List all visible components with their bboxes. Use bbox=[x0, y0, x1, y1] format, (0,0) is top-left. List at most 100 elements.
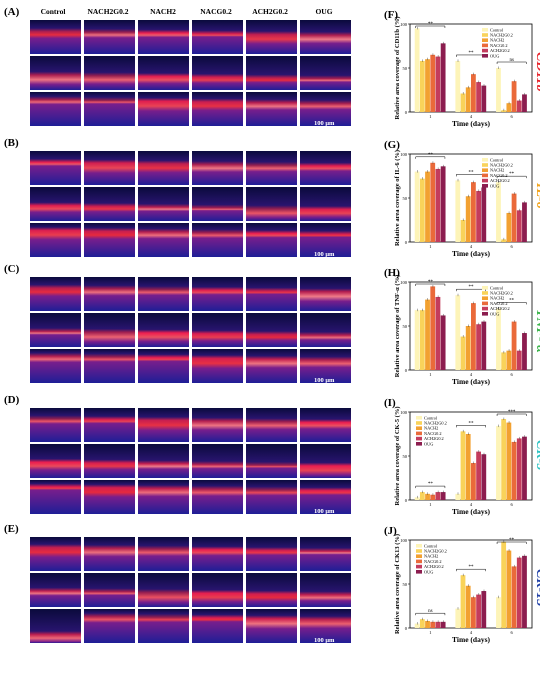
micrograph bbox=[192, 349, 243, 383]
sig-label: ** bbox=[428, 153, 434, 158]
x-tick-label: 1 bbox=[429, 244, 431, 249]
micrograph bbox=[192, 537, 243, 571]
legend-swatch bbox=[416, 544, 422, 548]
bar bbox=[440, 492, 446, 500]
scale-bar bbox=[338, 518, 352, 520]
scale-bar-label: 100 μm bbox=[314, 251, 335, 258]
bar bbox=[516, 100, 522, 112]
chart-label: (H) bbox=[384, 267, 400, 279]
micrograph bbox=[138, 277, 189, 311]
legend-entry: Control bbox=[424, 415, 438, 420]
micrograph bbox=[246, 20, 297, 54]
marker-label: TNF- α bbox=[533, 309, 540, 353]
bar bbox=[440, 621, 446, 628]
legend-swatch bbox=[482, 296, 488, 300]
x-tick-label: 4 bbox=[470, 114, 473, 119]
micrograph bbox=[84, 573, 135, 607]
legend-swatch bbox=[416, 559, 422, 564]
micrograph bbox=[246, 151, 297, 185]
micrograph bbox=[30, 408, 81, 442]
micrograph bbox=[138, 20, 189, 54]
bar bbox=[501, 352, 507, 370]
bar bbox=[430, 621, 436, 628]
micrograph bbox=[84, 187, 135, 221]
bar bbox=[455, 493, 461, 500]
micrograph bbox=[138, 573, 189, 607]
micrograph bbox=[300, 444, 351, 478]
x-tick-label: 4 bbox=[470, 630, 473, 635]
micrograph bbox=[192, 573, 243, 607]
sig-bracket bbox=[456, 425, 486, 428]
sig-label: ** bbox=[428, 22, 434, 27]
x-axis-label: Time (days) bbox=[452, 249, 490, 258]
legend-swatch bbox=[482, 38, 488, 42]
micrograph bbox=[192, 20, 243, 54]
micrograph bbox=[300, 92, 351, 126]
panel-label: (E) bbox=[4, 523, 19, 535]
y-tick-label: 0 bbox=[405, 368, 408, 373]
micrograph bbox=[84, 277, 135, 311]
sig-bracket bbox=[456, 174, 486, 177]
chart-label: (I) bbox=[384, 397, 396, 409]
bar bbox=[506, 103, 512, 112]
bar bbox=[419, 492, 425, 500]
y-tick-label: 100 bbox=[400, 152, 408, 157]
column-header: NACH2 bbox=[150, 7, 176, 16]
micrograph bbox=[300, 223, 351, 257]
micrograph bbox=[84, 223, 135, 257]
column-header: NACG0.2 bbox=[200, 7, 232, 16]
chart-label: (J) bbox=[384, 525, 397, 537]
micrograph bbox=[300, 609, 351, 643]
micrograph bbox=[30, 223, 81, 257]
x-axis-label: Time (days) bbox=[452, 507, 490, 516]
scale-bar-label: 100 μm bbox=[314, 120, 335, 127]
legend-swatch bbox=[416, 421, 422, 425]
sig-label: ** bbox=[469, 285, 475, 290]
legend-swatch bbox=[482, 163, 488, 167]
legend-entry: Control bbox=[490, 285, 504, 290]
sig-bracket bbox=[496, 541, 527, 544]
legend-entry: NACH2G0.2 bbox=[490, 163, 513, 168]
bar bbox=[430, 494, 436, 500]
micrograph bbox=[192, 313, 243, 347]
micrograph bbox=[246, 277, 297, 311]
x-tick-label: 4 bbox=[470, 502, 473, 507]
sig-label: ** bbox=[509, 298, 515, 303]
sig-bracket bbox=[415, 25, 446, 28]
marker-label: IL-6 bbox=[533, 183, 540, 209]
y-tick-label: 0 bbox=[405, 626, 408, 631]
legend-swatch bbox=[416, 564, 422, 569]
micrograph bbox=[84, 480, 135, 514]
sig-label: ** bbox=[469, 421, 475, 426]
micrograph bbox=[192, 444, 243, 478]
bar bbox=[435, 492, 441, 500]
micrograph bbox=[84, 92, 135, 126]
micrograph bbox=[192, 56, 243, 90]
panel-label: (A) bbox=[4, 6, 20, 18]
micrograph bbox=[84, 20, 135, 54]
bar bbox=[501, 239, 507, 242]
legend-entry: NACH2 bbox=[490, 296, 504, 301]
micrograph bbox=[246, 537, 297, 571]
sig-bracket bbox=[456, 288, 486, 292]
bar bbox=[506, 350, 512, 370]
bar bbox=[516, 350, 522, 370]
micrograph bbox=[30, 56, 81, 90]
sig-bracket bbox=[415, 156, 446, 159]
y-tick-label: 0 bbox=[405, 240, 408, 245]
micrograph bbox=[192, 92, 243, 126]
legend-swatch bbox=[482, 178, 488, 183]
bar bbox=[516, 210, 522, 242]
x-tick-label: 6 bbox=[511, 630, 514, 635]
sig-label: *** bbox=[508, 410, 516, 415]
bar bbox=[460, 93, 466, 112]
sig-bracket bbox=[415, 283, 446, 286]
marker-label: CD11b bbox=[533, 52, 540, 92]
micrograph bbox=[246, 444, 297, 478]
x-tick-label: 6 bbox=[511, 114, 514, 119]
bar bbox=[419, 619, 425, 628]
micrograph bbox=[138, 151, 189, 185]
chart-label: (F) bbox=[384, 9, 398, 21]
micrograph bbox=[192, 223, 243, 257]
scale-bar bbox=[338, 261, 352, 263]
